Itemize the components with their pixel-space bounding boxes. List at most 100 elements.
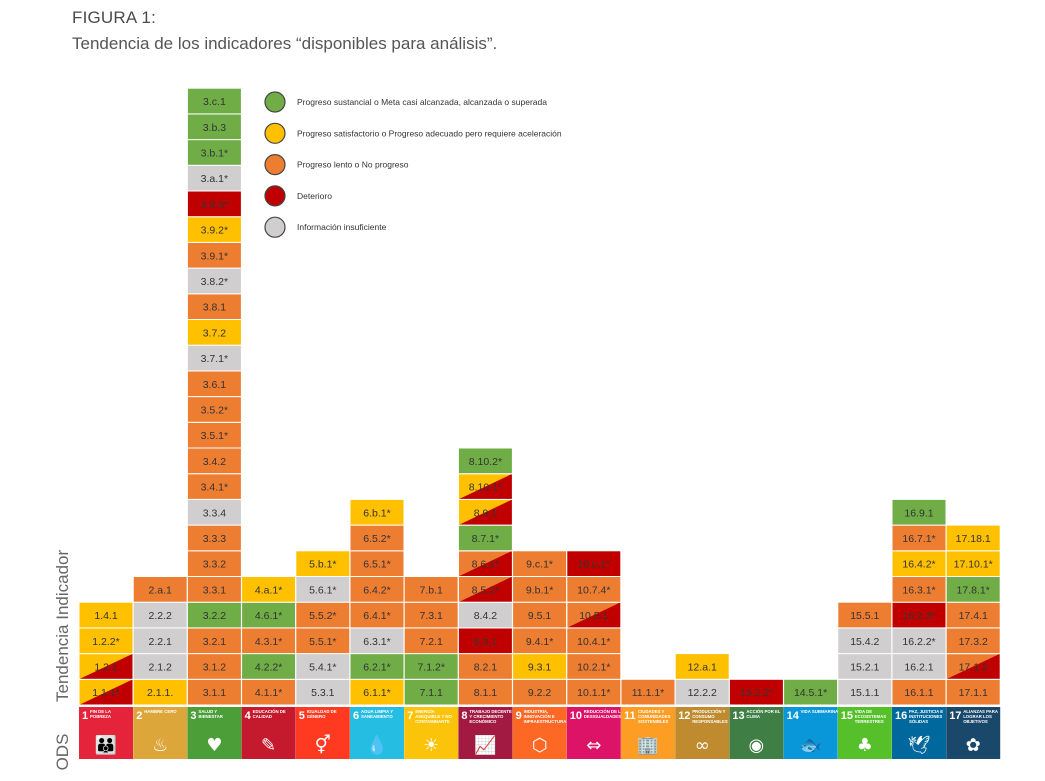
ods-label: PRODUCCIÓN Y CONSUMO RESPONSABLES — [692, 709, 728, 724]
indicator-cell — [186, 87, 242, 115]
indicator-cell — [295, 576, 351, 603]
ods-label: ACCIÓN POR EL CLIMA — [746, 709, 781, 719]
ods-tile-16: 16 PAZ, JUSTICIA E INSTITUCIONES SÓLIDAS 🕊 — [892, 707, 946, 759]
indicator-label: 2.2.1 — [149, 636, 173, 648]
indicator-cell-split — [79, 653, 133, 680]
x-axis-label: ODS — [53, 734, 72, 771]
indicator-cell-split — [79, 679, 133, 705]
ods-tile-17: 17 ALIANZAS PARA LOGRAR LOS OBJETIVOS ✿ — [946, 707, 1001, 759]
indicator-label: 3.b.1* — [201, 147, 228, 159]
indicator-label: 15.5.1 — [850, 610, 879, 622]
indicator-label: 6.1.1* — [363, 687, 390, 699]
ods-tile-bg — [133, 707, 188, 759]
ods-label: CIUDADES Y COMUNIDADES SOSTENIBLES — [638, 709, 671, 724]
legend-label-yellow: Progreso satisfactorio o Progreso adecua… — [297, 128, 562, 138]
indicator-label: 4.1.1* — [255, 687, 282, 699]
indicator-cell-split — [458, 550, 513, 577]
legend-label-green: Progreso sustancial o Meta casi alcanzad… — [297, 97, 547, 107]
ods-tile-6: 6 AGUA LIMPIA Y SANEAMIENTO 💧 — [350, 707, 404, 759]
indicator-label: 5.5.2* — [309, 610, 336, 622]
indicator-cell — [186, 524, 242, 552]
indicator-label: 3.c.1 — [203, 96, 226, 108]
indicator-cell — [945, 550, 1001, 577]
ods-tile-bg — [404, 707, 459, 759]
indicator-label: 17.3.2 — [959, 636, 988, 648]
figure-title: FIGURA 1: — [72, 8, 156, 27]
indicator-cell — [349, 550, 405, 577]
indicator-label: 1.1.1* — [92, 687, 119, 699]
indicator-cells: 1.1.1* 1.2.1 1.2.2* 1.4.1 2.1.1. 2.1.2 2.2.1 2.… — [78, 87, 1001, 706]
indicator-cell — [891, 524, 947, 552]
indicator-label: 7.1.2* — [417, 661, 444, 673]
indicator-label: 8.1.1 — [474, 687, 498, 699]
ods-label: AGUA LIMPIA Y SANEAMIENTO — [361, 709, 393, 719]
indicator-label: 15.1.1 — [850, 687, 879, 699]
ods-tile-9: 9 INDUSTRIA, INNOVACIÓN E INFRAESTRUCTURA ⬡ — [512, 707, 567, 759]
indicator-label: 4.3.1* — [255, 636, 282, 648]
indicator-cell — [457, 653, 513, 680]
indicator-cell — [349, 627, 405, 655]
indicator-label: 6.b.1* — [363, 507, 390, 519]
fish-icon: 🐟 — [799, 735, 821, 756]
indicator-label: 5.b.1* — [309, 559, 336, 571]
indicator-label: 17.1.2 — [959, 661, 988, 673]
ods-label: ALIANZAS PARA LOGRAR LOS OBJETIVOS — [963, 709, 998, 724]
ods-tile-bg — [512, 707, 567, 759]
eye-earth-icon: ◉ — [749, 735, 765, 756]
indicator-cell — [132, 601, 188, 629]
indicator-cell-split — [946, 653, 1001, 680]
ods-number: 4 — [245, 710, 252, 722]
indicator-cell — [512, 576, 568, 603]
ods-number: 10 — [570, 710, 582, 722]
flower-icon: ✿ — [966, 735, 981, 756]
ods-tile-bg — [892, 707, 946, 759]
indicator-label: 5.3.1 — [311, 687, 335, 699]
indicator-cell — [457, 601, 513, 629]
indicator-cell — [186, 267, 242, 295]
indicator-label: 17.1.1 — [959, 687, 988, 699]
indicator-label: 10.2.1* — [577, 661, 610, 673]
indicator-cell — [186, 550, 242, 577]
ods-tile-bg — [783, 707, 838, 759]
indicator-label: 3.b.3 — [203, 122, 227, 134]
ods-label: REDUCCIÓN DE LAS DESIGUALDADES — [584, 709, 627, 719]
indicator-cell — [349, 498, 405, 526]
ods-tile-bg — [350, 707, 404, 759]
ods-label: ENERGÍA ASEQUIBLE Y NO CONTAMINANTE — [415, 709, 452, 724]
ods-tile-8: 8 TRABAJO DECENTE Y CRECIMIENTO ECONÓMICO 📈 — [458, 707, 513, 759]
ods-tile-bg — [566, 707, 621, 759]
ods-label: SALUD Y BIENESTAR — [198, 709, 223, 719]
indicator-cell — [349, 576, 405, 603]
indicator-cell — [457, 447, 513, 475]
indicator-cell — [349, 524, 405, 552]
indicator-label: 6.5.2* — [363, 533, 390, 545]
indicator-cell — [132, 627, 188, 655]
indicator-label: 8.2.1 — [474, 661, 498, 673]
indicator-label: 13.2.2* — [740, 687, 773, 699]
indicator-cell — [728, 678, 784, 706]
legend-swatch-green — [264, 91, 286, 113]
indicator-cell — [349, 653, 405, 680]
indicator-label: 12.2.2 — [688, 687, 717, 699]
indicator-cell — [945, 524, 1001, 552]
indicator-cell — [186, 370, 242, 398]
ods-number: 11 — [624, 710, 636, 722]
indicator-label: 3.9.2* — [201, 225, 228, 237]
indicator-label: 7.2.1 — [420, 636, 444, 648]
indicator-cell — [186, 627, 242, 655]
indicator-label: 16.2.3* — [902, 610, 935, 622]
dove-icon: 🕊 — [908, 735, 931, 756]
indicator-cell — [891, 653, 947, 680]
ods-tile-bg — [241, 707, 296, 759]
indicator-label: 8.7.1* — [472, 533, 499, 545]
indicator-label: 8.9.1 — [474, 507, 498, 519]
indicator-label: 3.7.1* — [201, 353, 228, 365]
indicator-label: 2.1.1. — [147, 687, 173, 699]
ods-tile-bg — [729, 707, 784, 759]
indicator-label: 3.5.1* — [201, 430, 228, 442]
ods-tile-1: 1 FIN DE LA POBREZA 👪 — [79, 707, 133, 759]
legend-label-orange: Progreso lento o No progreso — [297, 160, 409, 170]
ods-tile-12: 12 PRODUCCIÓN Y CONSUMO RESPONSABLES ∞ — [675, 707, 730, 759]
indicator-label: 4.2.2* — [255, 661, 282, 673]
indicator-label: 3.4.1* — [201, 482, 228, 494]
